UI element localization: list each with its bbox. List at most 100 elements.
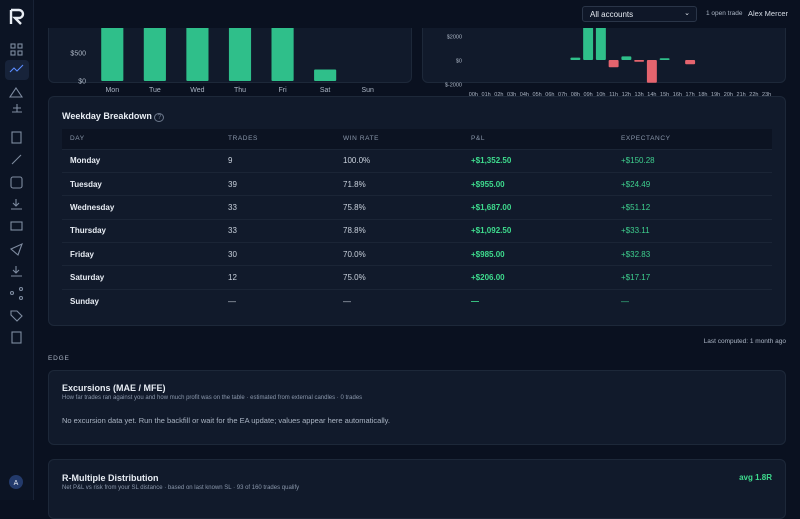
section-label: EDGE [48, 355, 70, 362]
table-cell: Friday [62, 242, 220, 266]
x-tick-label: Sun [361, 87, 374, 94]
x-tick-label: 09h [584, 92, 593, 98]
nav-icon[interactable] [8, 87, 24, 98]
x-tick-label: 19h [711, 92, 720, 98]
table-cell: 75.0% [335, 265, 463, 290]
table-cell: Thursday [62, 218, 220, 243]
table-cell: 70.0% [335, 242, 463, 266]
table-body: Monday 9 100.0% +$1,352.50 +$150.28 Tuesday 39… [62, 148, 772, 313]
nav-icon[interactable] [10, 43, 23, 56]
x-tick-label: 01h [482, 92, 491, 98]
nav-icon[interactable] [10, 176, 23, 189]
x-tick-label: 15h [660, 92, 669, 98]
table-cell: 100.0% [335, 148, 463, 173]
y-tick-label: $0 [456, 59, 462, 65]
weekday-breakdown-panel: Weekday Breakdown ? DAY TRADES WIN RATE P&L… [48, 96, 786, 326]
card-subtitle: How far trades ran against you and how m… [62, 395, 363, 401]
bar [314, 69, 337, 81]
x-tick-label: Wed [190, 87, 204, 94]
bar [608, 60, 619, 68]
table-row: Wednesday 33 75.8% +$1,687.00 +$51.12 [62, 195, 772, 220]
nav-icon[interactable] [11, 331, 22, 344]
sidebar-icons: A [5, 8, 29, 489]
nav-icon[interactable] [11, 154, 22, 165]
card-subtitle: Net P&L vs risk from your SL distance · … [62, 485, 300, 491]
x-tick-label: 16h [673, 92, 682, 98]
info-icon[interactable]: ? [154, 113, 165, 122]
nav-icon[interactable] [9, 242, 23, 256]
nav-icon[interactable] [10, 310, 23, 322]
r-multiple-panel: R-Multiple Distribution Net P&L vs risk … [48, 459, 786, 519]
nav-icon[interactable] [11, 131, 22, 144]
table-cell: 78.8% [335, 218, 463, 243]
x-tick-label: Tue [149, 87, 161, 94]
card-title: Excursions (MAE / MFE) [62, 383, 166, 393]
nav-icon[interactable] [11, 266, 22, 277]
table-cell: +$24.49 [613, 171, 772, 196]
section-title: Weekday Breakdown ? [62, 111, 165, 122]
table-row: Sunday — — — — [62, 288, 772, 313]
table-cell: Wednesday [62, 195, 220, 220]
x-tick-label: 20h [724, 92, 733, 98]
table-cell: — [463, 288, 613, 313]
bar [659, 58, 670, 60]
table-cell: 33 [220, 218, 335, 243]
sidebar: A [0, 0, 34, 500]
x-tick-label: Mon [105, 87, 119, 94]
table-cell: — [220, 288, 335, 313]
table-row: Thursday 33 78.8% +$1,092.50 +$33.11 [62, 218, 772, 243]
select-caret: ⌄ [684, 10, 690, 17]
last-computed: Last computed: 1 month ago [703, 338, 786, 345]
x-tick-label: 10h [596, 92, 605, 98]
table-cell: +$955.00 [463, 171, 613, 196]
bar [228, 19, 252, 81]
table-row: Tuesday 39 71.8% +$955.00 +$24.49 [62, 171, 772, 196]
x-tick-label: Thu [234, 87, 246, 94]
weekday-table: DAY TRADES WIN RATE P&L EXPECTANCY Monday 9 10… [62, 129, 772, 313]
bar [634, 60, 645, 62]
nav-icon[interactable] [10, 221, 23, 231]
x-tick-label: 22h [749, 92, 758, 98]
table-cell: 12 [220, 265, 335, 290]
column-header: TRADES [220, 129, 335, 149]
table-row: Saturday 12 75.0% +$206.00 +$17.17 [62, 265, 772, 290]
logo[interactable] [9, 8, 25, 25]
bar [570, 57, 581, 60]
table-cell: Sunday [62, 288, 220, 313]
bar [621, 56, 632, 60]
table-cell: +$33.11 [613, 218, 772, 243]
table-row: Monday 9 100.0% +$1,352.50 +$150.28 [62, 148, 772, 173]
account-select[interactable]: All accounts ⌄ [582, 6, 697, 22]
x-tick-label: 11h [609, 92, 618, 98]
x-tick-label: 05h [533, 92, 542, 98]
x-tick-label: 18h [698, 92, 707, 98]
x-tick-label: 23h [762, 92, 771, 98]
y-tick-label: $-2000 [445, 83, 462, 89]
avatar[interactable] [9, 475, 23, 489]
table-cell: Saturday [62, 265, 220, 290]
bar [271, 25, 294, 81]
table-cell: +$1,352.50 [463, 148, 613, 173]
open-trades[interactable]: 1 open trade [706, 10, 743, 17]
empty-message: No excursion data yet. Run the backfill … [62, 416, 390, 425]
x-tick-label: 12h [622, 92, 631, 98]
table-cell: Tuesday [62, 171, 220, 196]
y-tick-label: $2000 [447, 35, 462, 41]
user-name[interactable]: Alex Mercer [748, 9, 789, 18]
x-tick-label: 06h [545, 92, 554, 98]
table-cell: +$1,092.50 [463, 218, 613, 243]
table-cell: +$17.17 [613, 265, 772, 290]
nav-icon[interactable] [11, 199, 22, 210]
x-tick-label: 03h [507, 92, 516, 98]
avg-badge: avg 1.8R [739, 473, 772, 482]
nav-icon[interactable] [9, 286, 24, 301]
x-tick-label: 00h [469, 92, 478, 98]
nav-icon[interactable] [12, 104, 22, 113]
column-header: EXPECTANCY [613, 129, 772, 149]
table-cell: +$1,687.00 [463, 195, 613, 220]
x-tick-label: 04h [520, 92, 529, 98]
x-tick-label: 14h [647, 92, 656, 98]
nav-icon[interactable] [9, 64, 24, 73]
table-cell: 75.8% [335, 195, 463, 220]
